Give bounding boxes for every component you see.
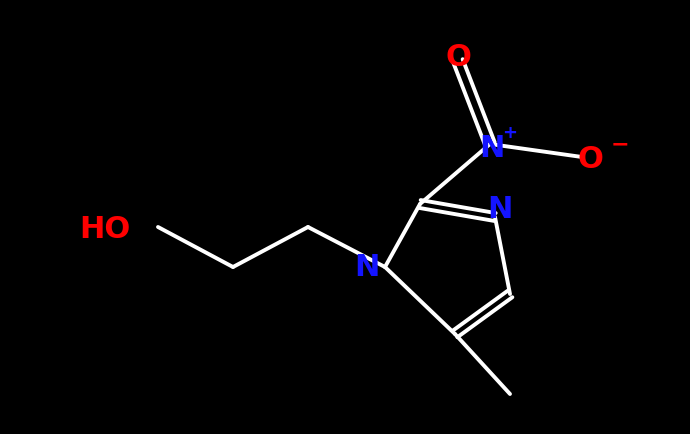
Text: +: + <box>502 124 518 141</box>
Text: HO: HO <box>79 215 130 244</box>
Text: O: O <box>445 43 471 72</box>
Text: O: O <box>577 145 603 174</box>
Text: N: N <box>480 134 504 163</box>
Text: N: N <box>354 253 380 282</box>
Text: N: N <box>487 195 513 224</box>
Text: −: − <box>611 134 629 154</box>
